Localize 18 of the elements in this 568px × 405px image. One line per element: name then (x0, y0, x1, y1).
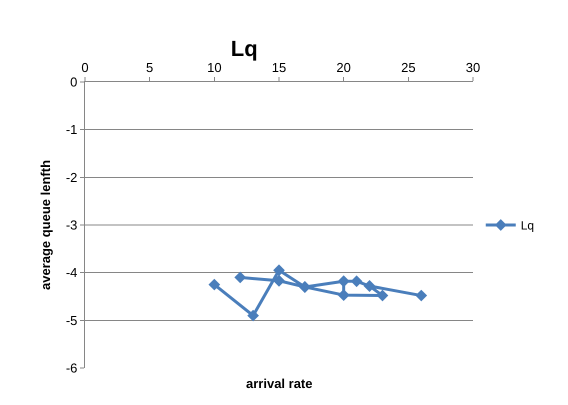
legend-label: Lq (520, 218, 534, 233)
y-tick-label: -2 (66, 170, 78, 185)
y-tick-label: -3 (66, 218, 78, 233)
x-tick-label: 5 (146, 60, 154, 75)
y-tick-label: 0 (70, 74, 78, 90)
x-tick-label: 15 (272, 60, 286, 75)
chart-title: Lq (230, 36, 258, 61)
y-axis-title: average queue lenfth (38, 160, 53, 290)
x-tick-label: 10 (207, 60, 222, 75)
x-tick-label: 20 (336, 60, 351, 75)
y-tick-label: -1 (66, 122, 78, 138)
x-tick-label: 30 (466, 60, 480, 75)
y-tick-label: -6 (66, 360, 78, 376)
x-tick-label: 0 (81, 60, 89, 75)
y-tick-label: -4 (66, 265, 78, 280)
x-axis-title: arrival rate (246, 376, 312, 391)
y-tick-label: -5 (66, 312, 78, 328)
x-tick-label: 25 (401, 60, 416, 75)
